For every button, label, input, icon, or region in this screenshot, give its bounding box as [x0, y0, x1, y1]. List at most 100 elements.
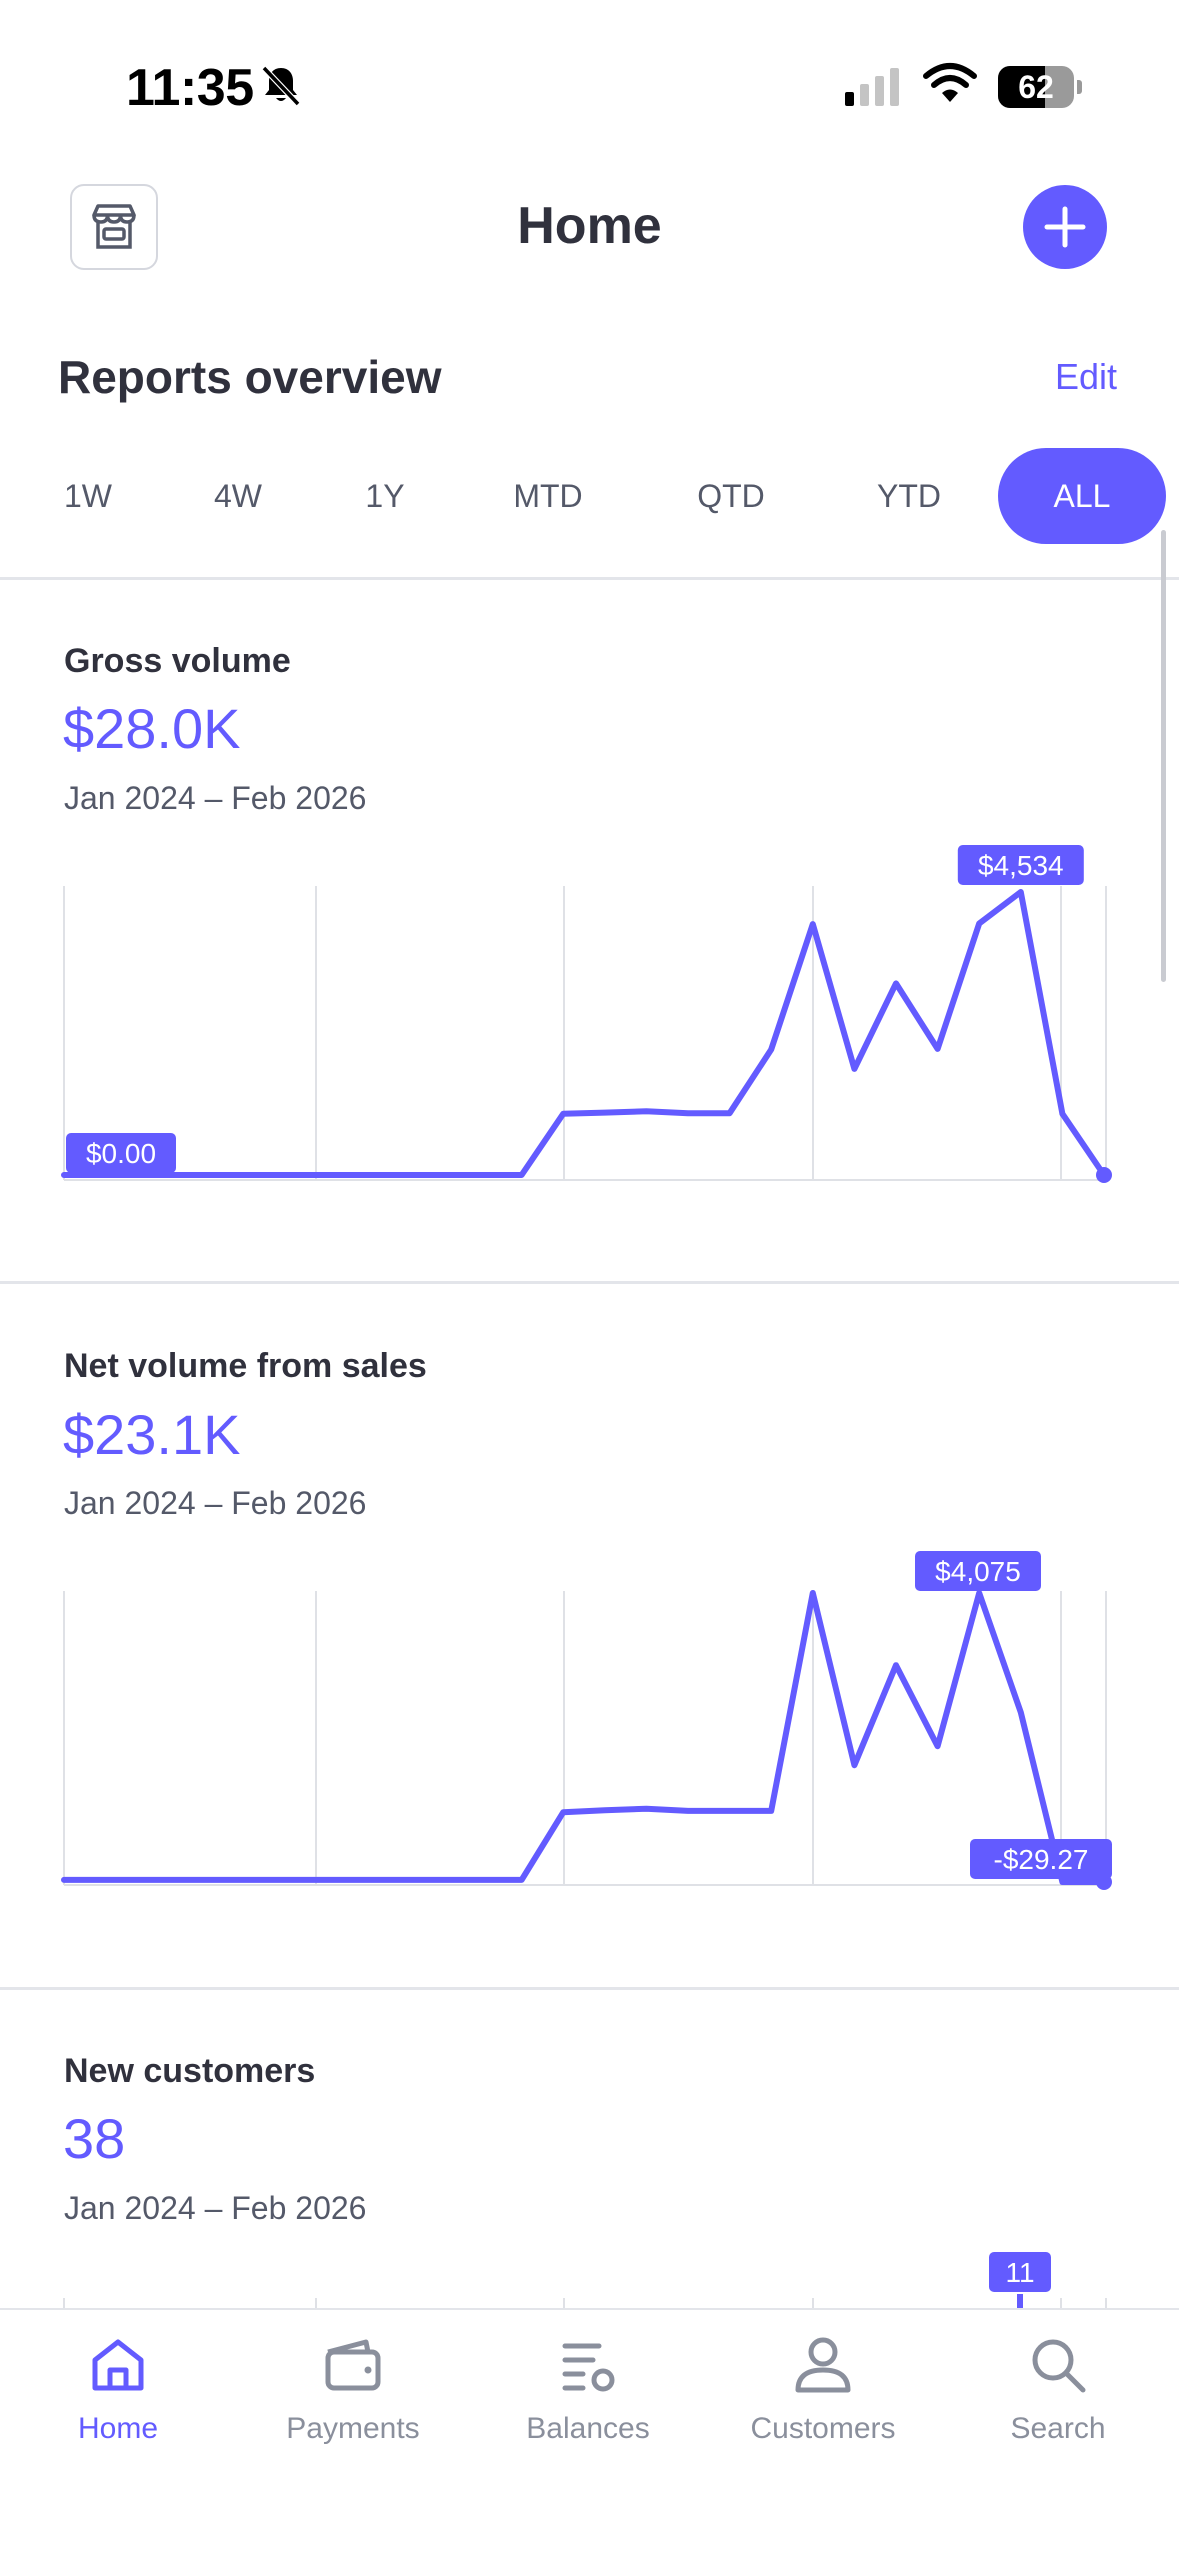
data-point: [603, 1808, 607, 1812]
tab-4w[interactable]: 4W: [214, 478, 262, 514]
battery-icon: 62: [998, 66, 1082, 108]
bell-slash-icon: [261, 65, 301, 107]
gross-volume-chart[interactable]: $4,534 $0.00: [0, 840, 1179, 1200]
divider: [0, 1281, 1179, 1284]
store-button[interactable]: [70, 184, 158, 270]
data-point: [104, 1878, 108, 1882]
tab-1y[interactable]: 1Y: [365, 478, 405, 514]
series-line: [61, 1590, 1107, 1885]
max-label-bg: [957, 845, 1084, 885]
data-point: [852, 1067, 856, 1071]
data-point: [769, 1048, 773, 1052]
battery-percent: 62: [1018, 69, 1054, 105]
add-button[interactable]: [1023, 185, 1107, 269]
edit-link[interactable]: Edit: [1054, 356, 1117, 397]
nav-customers[interactable]: Customers: [723, 2330, 923, 2446]
data-point: [686, 1111, 690, 1115]
tab-qtd[interactable]: QTD: [697, 478, 765, 514]
card-value: $23.1K: [63, 1403, 241, 1466]
data-point: [228, 1173, 232, 1177]
card-value: $28.0K: [63, 697, 241, 760]
net-volume-chart[interactable]: $4,075 -$29.27: [0, 1545, 1179, 1905]
reports-overview-title: Reports overview: [58, 351, 442, 403]
status-bar: 11:35 62: [0, 0, 1179, 170]
nav-home[interactable]: Home: [18, 2330, 218, 2446]
nav-balances[interactable]: Balances: [488, 2330, 688, 2446]
end-point: [1096, 1167, 1112, 1183]
data-point: [353, 1173, 357, 1177]
balances-icon: [562, 2343, 615, 2392]
range-tabs: 1W 4W 1Y MTD QTD YTD ALL: [0, 448, 1179, 544]
max-label: $4,534: [978, 850, 1064, 881]
card-date-range: Jan 2024 – Feb 2026: [64, 1485, 367, 1521]
data-point: [436, 1173, 440, 1177]
max-label: $4,075: [935, 1556, 1021, 1587]
end-label-bg: [970, 1839, 1112, 1879]
data-point: [894, 981, 898, 985]
min-label: $0.00: [86, 1138, 156, 1169]
status-time: 11:35: [126, 59, 254, 117]
page-title: Home: [517, 197, 662, 255]
data-point: [520, 1173, 524, 1177]
data-point: [561, 1112, 565, 1116]
data-point: [270, 1878, 274, 1882]
battery-fill: [998, 66, 1046, 108]
tab-mtd[interactable]: MTD: [513, 478, 583, 514]
card-value: 38: [63, 2107, 126, 2170]
data-point: [686, 1809, 690, 1813]
data-point: [1060, 1112, 1064, 1116]
data-point: [353, 1878, 357, 1882]
data-point: [187, 1173, 191, 1177]
max-label-bg: [915, 1551, 1041, 1591]
end-label: -$29.27: [994, 1844, 1089, 1875]
bottom-nav: Home Payments Balances Customers Sea: [0, 2308, 1179, 2556]
data-point: [644, 1807, 648, 1811]
search-icon: [1032, 2339, 1086, 2393]
nav-label: Customers: [750, 2412, 896, 2445]
scroll-indicator[interactable]: [1161, 530, 1166, 982]
nav-label: Home: [77, 2412, 159, 2445]
card-title: Gross volume: [64, 642, 291, 680]
data-point: [1019, 890, 1023, 894]
data-point: [395, 1173, 399, 1177]
min-label-bg: [66, 1133, 176, 1173]
nav-search[interactable]: Search: [958, 2330, 1158, 2446]
new-customers-chart[interactable]: 11: [0, 2250, 1179, 2310]
data-point: [104, 1173, 108, 1177]
card-date-range: Jan 2024 – Feb 2026: [64, 780, 367, 816]
data-point: [936, 1047, 940, 1051]
data-point: [603, 1111, 607, 1115]
nav-label: Search: [1010, 2412, 1106, 2445]
data-point: [520, 1878, 524, 1882]
data-point: [145, 1878, 149, 1882]
data-point: [312, 1878, 316, 1882]
max-label: 11: [1005, 2257, 1034, 2288]
storefront-icon: [92, 204, 136, 249]
data-point: [270, 1173, 274, 1177]
divider: [0, 1987, 1179, 1990]
data-point: [312, 1173, 316, 1177]
data-point: [852, 1763, 856, 1767]
data-point: [478, 1878, 482, 1882]
card-title: New customers: [64, 2052, 316, 2090]
data-point: [769, 1809, 773, 1813]
data-point: [187, 1878, 191, 1882]
data-point: [977, 1591, 981, 1595]
data-point: [228, 1878, 232, 1882]
data-point: [478, 1173, 482, 1177]
data-point: [977, 921, 981, 925]
nav-label: Balances: [526, 2412, 650, 2445]
data-point: [436, 1878, 440, 1882]
tab-all[interactable]: ALL: [998, 448, 1166, 544]
nav-payments[interactable]: Payments: [253, 2330, 453, 2446]
series-line: [61, 889, 1107, 1178]
tab-ytd[interactable]: YTD: [877, 478, 941, 514]
data-point: [936, 1744, 940, 1748]
person-icon: [795, 2337, 851, 2393]
wifi-icon: [923, 63, 977, 102]
home-icon: [92, 2339, 144, 2391]
card-date-range: Jan 2024 – Feb 2026: [64, 2190, 367, 2226]
tab-1w[interactable]: 1W: [64, 478, 112, 514]
plus-icon: [1044, 206, 1086, 248]
data-point: [728, 1809, 732, 1813]
